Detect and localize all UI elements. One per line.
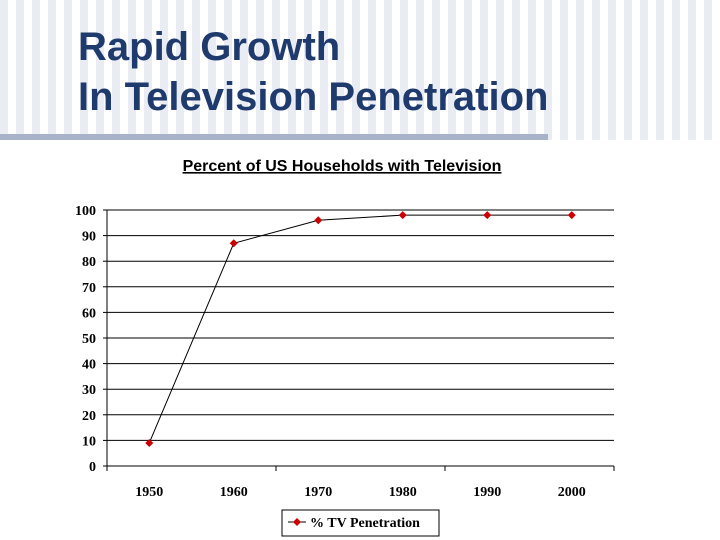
data-point-marker: [229, 239, 238, 248]
y-tick-label: 70: [82, 281, 96, 296]
gridlines: [107, 209, 614, 441]
header-stripes: [0, 0, 720, 140]
data-point-marker: [145, 438, 154, 447]
legend-box: [281, 509, 440, 537]
y-tick-label: 90: [82, 230, 96, 245]
legend: % TV Penetration: [281, 509, 440, 537]
data-point-marker: [483, 211, 492, 220]
y-tick-label: 80: [82, 255, 96, 270]
data-point-marker: [398, 211, 407, 220]
slide-title: Rapid Growth In Television Penetration: [78, 22, 548, 122]
axes: [103, 209, 615, 471]
y-tick-label: 50: [82, 332, 96, 347]
title-line-1: Rapid Growth: [78, 25, 341, 69]
y-tick-label: 100: [75, 204, 96, 219]
y-tick-label: 20: [82, 409, 96, 424]
x-tick-label: 1990: [473, 485, 501, 500]
chart-title: Percent of US Households with Television: [183, 158, 502, 175]
series-line: [148, 214, 572, 444]
title-line-2: In Television Penetration: [78, 75, 549, 119]
title-underline: [0, 134, 548, 140]
x-tick-label: 1950: [135, 485, 163, 500]
y-tick-label: 40: [82, 358, 96, 373]
y-tick-label: 30: [82, 383, 96, 398]
x-tick-labels: 1950 1960 1970 1980 1990 2000: [135, 485, 586, 500]
legend-label: % TV Penetration: [310, 516, 420, 531]
data-point-marker: [567, 211, 576, 220]
x-tick-label: 1970: [304, 485, 332, 500]
x-tick-label: 1980: [389, 485, 417, 500]
series-group: [145, 211, 576, 447]
x-tick-label: 2000: [558, 485, 586, 500]
y-tick-label: 10: [82, 434, 96, 449]
x-tick-label: 1960: [220, 485, 248, 500]
legend-marker: [293, 518, 301, 526]
y-tick-labels: 0 10 20 30 40 50 60 70 80 90 100: [75, 204, 96, 475]
data-point-marker: [314, 216, 323, 225]
y-tick-label: 0: [89, 460, 96, 475]
y-tick-label: 60: [82, 306, 96, 321]
